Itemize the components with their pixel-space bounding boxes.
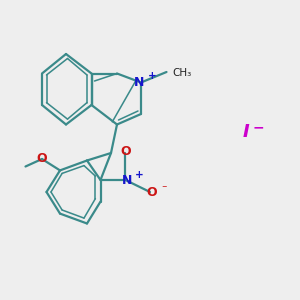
Text: I: I [243, 123, 249, 141]
Text: N: N [134, 76, 145, 89]
Text: CH₃: CH₃ [172, 68, 192, 79]
Text: −: − [252, 121, 264, 134]
Text: +: + [135, 169, 144, 180]
Text: ⁻: ⁻ [162, 184, 167, 195]
Text: O: O [120, 145, 131, 158]
Text: N: N [122, 173, 132, 187]
Text: O: O [146, 186, 157, 200]
Text: O: O [37, 152, 47, 165]
Text: +: + [148, 71, 157, 81]
